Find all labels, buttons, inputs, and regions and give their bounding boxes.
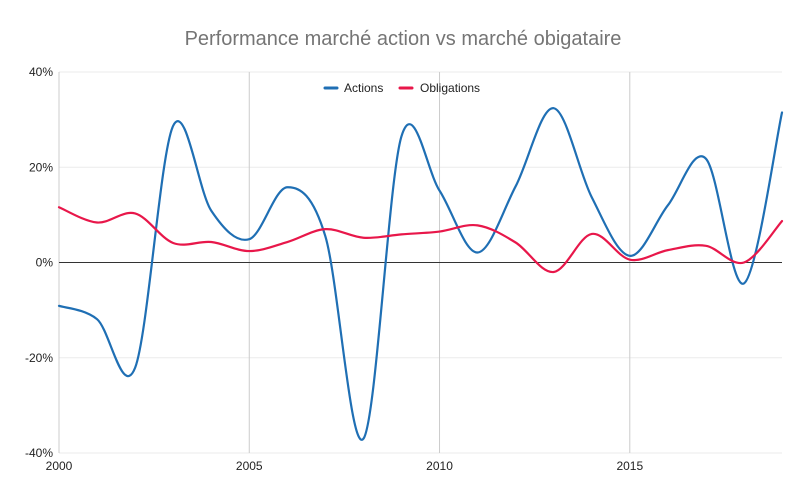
data-point-actions[interactable] (778, 108, 786, 116)
data-point-actions[interactable] (397, 132, 405, 140)
x-tick-label: 2015 (616, 459, 643, 473)
data-point-obligations[interactable] (702, 242, 710, 250)
chart-title: Performance marché action vs marché obig… (185, 28, 622, 50)
data-point-obligations[interactable] (359, 234, 367, 242)
data-point-obligations[interactable] (283, 238, 291, 246)
data-point-obligations[interactable] (321, 225, 329, 233)
y-tick-label: 0% (36, 256, 54, 270)
data-point-obligations[interactable] (93, 218, 101, 226)
data-point-actions[interactable] (550, 104, 558, 112)
data-point-actions[interactable] (169, 122, 177, 130)
y-tick-label: -20% (25, 351, 53, 365)
data-point-obligations[interactable] (550, 268, 558, 276)
data-point-actions[interactable] (359, 435, 367, 443)
legend-label-obligations[interactable]: Obligations (420, 81, 480, 95)
data-point-actions[interactable] (512, 182, 520, 190)
data-point-actions[interactable] (321, 232, 329, 240)
legend-label-actions[interactable]: Actions (344, 81, 383, 95)
data-point-actions[interactable] (436, 187, 444, 195)
data-point-actions[interactable] (55, 302, 63, 310)
data-point-actions[interactable] (588, 193, 596, 201)
data-point-obligations[interactable] (626, 256, 634, 264)
y-tick-label: 40% (29, 65, 53, 79)
y-tick-label: -40% (25, 446, 53, 460)
data-point-obligations[interactable] (245, 247, 253, 255)
data-point-obligations[interactable] (55, 203, 63, 211)
data-point-obligations[interactable] (474, 221, 482, 229)
axes: -40% -20% 0% 20% 40% 2000 2005 2010 2015 (25, 65, 782, 473)
data-point-obligations[interactable] (397, 230, 405, 238)
data-point-obligations[interactable] (131, 209, 139, 217)
x-tick-label: 2010 (426, 459, 453, 473)
data-point-obligations[interactable] (512, 238, 520, 246)
data-point-obligations[interactable] (740, 259, 748, 267)
data-point-actions[interactable] (245, 235, 253, 243)
data-point-actions[interactable] (702, 155, 710, 163)
data-point-obligations[interactable] (169, 239, 177, 247)
x-tick-label: 2000 (46, 459, 73, 473)
data-point-obligations[interactable] (588, 230, 596, 238)
data-point-actions[interactable] (131, 364, 139, 372)
data-point-actions[interactable] (283, 183, 291, 191)
x-tick-label: 2005 (236, 459, 263, 473)
data-point-actions[interactable] (740, 279, 748, 287)
data-point-actions[interactable] (207, 207, 215, 215)
data-point-actions[interactable] (664, 201, 672, 209)
data-point-obligations[interactable] (664, 246, 672, 254)
y-tick-label: 20% (29, 160, 53, 174)
data-point-actions[interactable] (93, 315, 101, 323)
series-lines (55, 104, 786, 443)
series-line-obligations (57, 206, 784, 274)
data-point-obligations[interactable] (207, 238, 215, 246)
legend: Actions Obligations (323, 81, 480, 95)
series-line-actions (57, 107, 784, 441)
data-point-actions[interactable] (474, 248, 482, 256)
data-point-obligations[interactable] (436, 228, 444, 236)
data-point-obligations[interactable] (778, 217, 786, 225)
